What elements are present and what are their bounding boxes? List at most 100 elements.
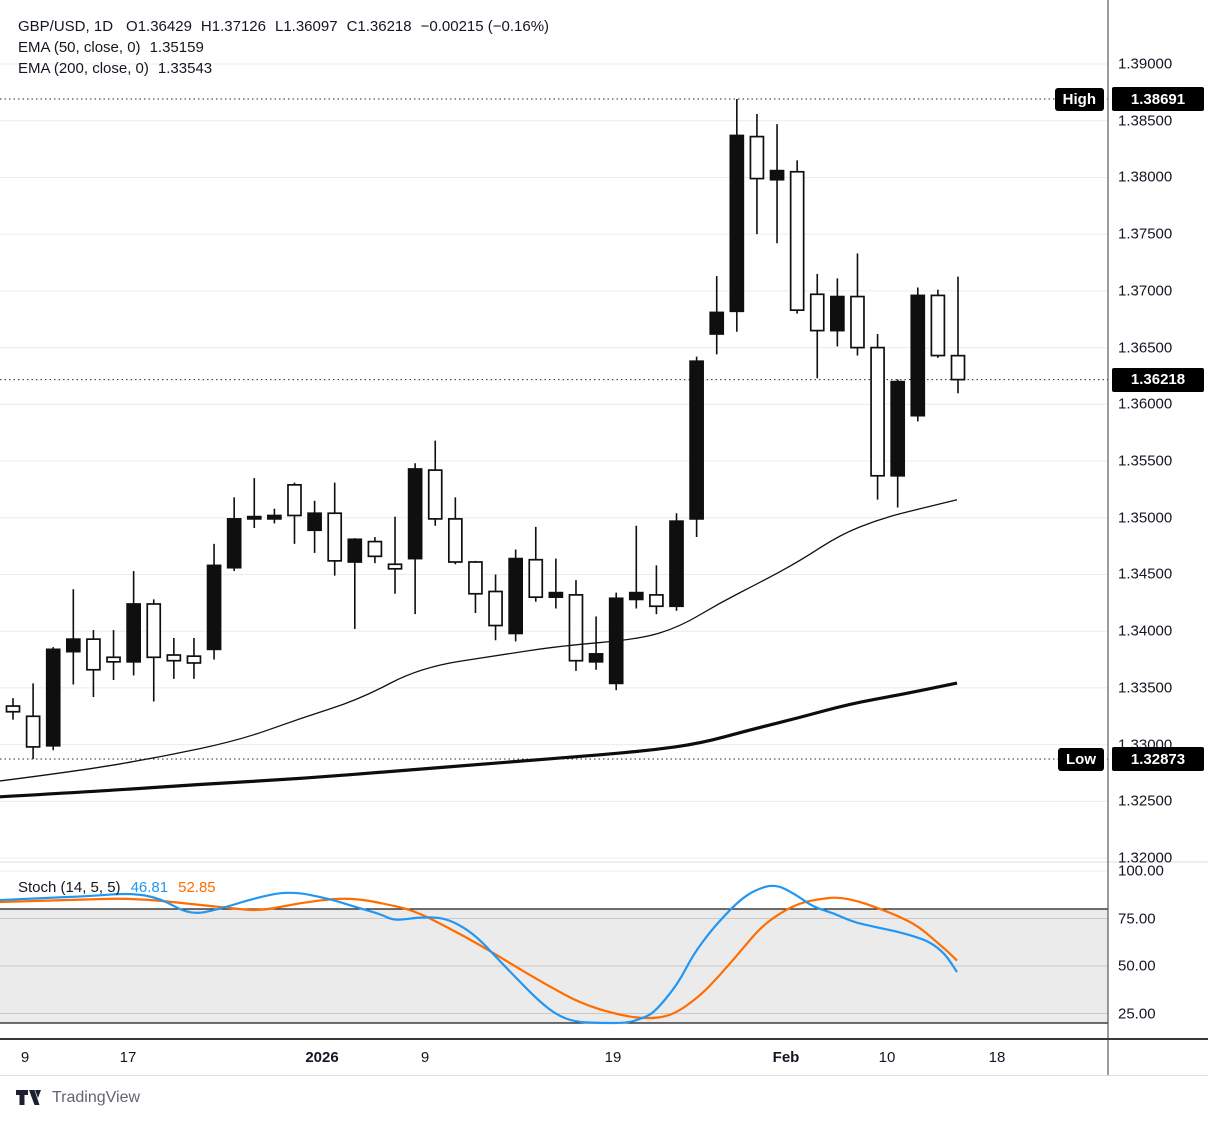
candle — [166, 638, 182, 679]
price-axis-label: 1.37500 — [1118, 225, 1173, 243]
candle-body — [628, 591, 644, 601]
ema50-line — [0, 499, 958, 782]
candle — [246, 478, 262, 528]
ohlc-low: L1.36097 — [274, 18, 338, 35]
candle — [468, 560, 483, 614]
candle — [850, 253, 865, 356]
candle — [447, 497, 463, 565]
candle-body — [387, 563, 403, 570]
candle — [387, 516, 403, 594]
price-axis-label: 1.37000 — [1118, 282, 1173, 300]
candle — [508, 549, 524, 642]
ema200-label[interactable]: EMA (200, close, 0) — [18, 60, 149, 77]
price-axis-label: 1.36500 — [1118, 339, 1173, 357]
price-axis-label: 1.38500 — [1118, 112, 1173, 130]
candle — [206, 543, 222, 660]
candle-body — [488, 590, 503, 627]
candle-body — [468, 561, 483, 595]
candle-body — [86, 638, 101, 671]
ema50-label[interactable]: EMA (50, close, 0) — [18, 39, 141, 56]
low-marker-badge: Low — [1058, 747, 1104, 771]
change-value: −0.00215 (−0.16%) — [420, 18, 550, 35]
candle — [649, 565, 664, 615]
ohlc-close: C1.36218 — [346, 18, 412, 35]
candle — [86, 630, 101, 697]
time-axis-label: 10 — [878, 1049, 896, 1066]
candle-body — [568, 594, 584, 662]
candle — [548, 558, 564, 609]
candle-body — [789, 170, 805, 312]
candle — [186, 638, 202, 679]
price-axis-label: 1.36000 — [1118, 395, 1173, 413]
tradingview-logo[interactable]: TradingView — [16, 1089, 140, 1107]
stoch-k-value: 46.81 — [130, 879, 169, 896]
candle — [5, 698, 21, 720]
candle — [287, 482, 302, 544]
candle — [45, 647, 61, 751]
low-price-badge: 1.32873 — [1112, 747, 1204, 772]
candle-body — [528, 558, 544, 599]
candle — [307, 500, 322, 553]
candle-body — [830, 295, 845, 332]
price-axis-label: 1.32000 — [1118, 849, 1173, 867]
candle — [749, 113, 765, 235]
candle-body — [186, 655, 202, 664]
candle — [870, 333, 885, 500]
candle-body — [246, 515, 262, 520]
candle — [488, 574, 503, 641]
candle — [528, 526, 544, 602]
candle-body — [870, 346, 885, 477]
high-price-badge: 1.38691 — [1112, 87, 1204, 112]
time-axis-label: 9 — [420, 1049, 430, 1066]
symbol-legend: GBP/USD, 1D O1.36429 H1.37126 L1.36097 C1.36… — [18, 16, 558, 79]
candle-body — [5, 705, 21, 713]
candle-body — [850, 295, 865, 349]
candle-body — [809, 293, 825, 332]
price-axis-label: 1.35000 — [1118, 509, 1173, 527]
candle-body — [950, 354, 966, 381]
ohlc-high: H1.37126 — [200, 18, 266, 35]
candle-body — [45, 648, 61, 747]
candle — [689, 356, 704, 538]
candle — [407, 463, 423, 615]
candle — [267, 508, 282, 524]
candle — [729, 99, 745, 332]
candle-body — [65, 638, 81, 653]
candle-body — [307, 512, 322, 532]
candle — [106, 630, 121, 680]
candle-body — [427, 469, 443, 520]
candle-body — [106, 656, 121, 663]
candle — [327, 482, 343, 576]
candle-body — [25, 715, 41, 748]
candle — [950, 276, 966, 394]
stoch-d-line — [0, 896, 958, 1020]
ema200-row: EMA (200, close, 0) 1.33543 — [18, 58, 558, 79]
ema200-line — [0, 681, 958, 799]
stoch-d-value: 52.85 — [178, 879, 216, 896]
candle-body — [206, 564, 222, 651]
time-axis-label: 17 — [119, 1049, 137, 1066]
price-axis-label: 1.39000 — [1118, 55, 1173, 73]
stoch-label[interactable]: Stoch (14, 5, 5) — [18, 879, 121, 896]
candle-body — [226, 518, 242, 569]
candle — [628, 525, 644, 609]
stoch-axis-label: 100.00 — [1118, 862, 1164, 880]
candle — [427, 440, 443, 526]
candle — [669, 513, 684, 611]
candle — [347, 538, 363, 629]
candle — [890, 379, 906, 508]
candle-body — [327, 512, 343, 562]
stoch-k-line — [0, 884, 958, 1025]
candle — [146, 599, 162, 702]
candle-body — [930, 294, 946, 357]
candle-body — [890, 380, 906, 477]
candle-body — [709, 311, 725, 335]
candle-body — [407, 468, 423, 560]
time-axis-label: 2026 — [305, 1049, 339, 1066]
time-axis-label: 19 — [604, 1049, 622, 1066]
candle — [126, 571, 141, 676]
symbol-title[interactable]: GBP/USD, 1D — [18, 18, 114, 35]
candle-body — [689, 360, 704, 520]
price-axis-label: 1.34500 — [1118, 565, 1173, 583]
